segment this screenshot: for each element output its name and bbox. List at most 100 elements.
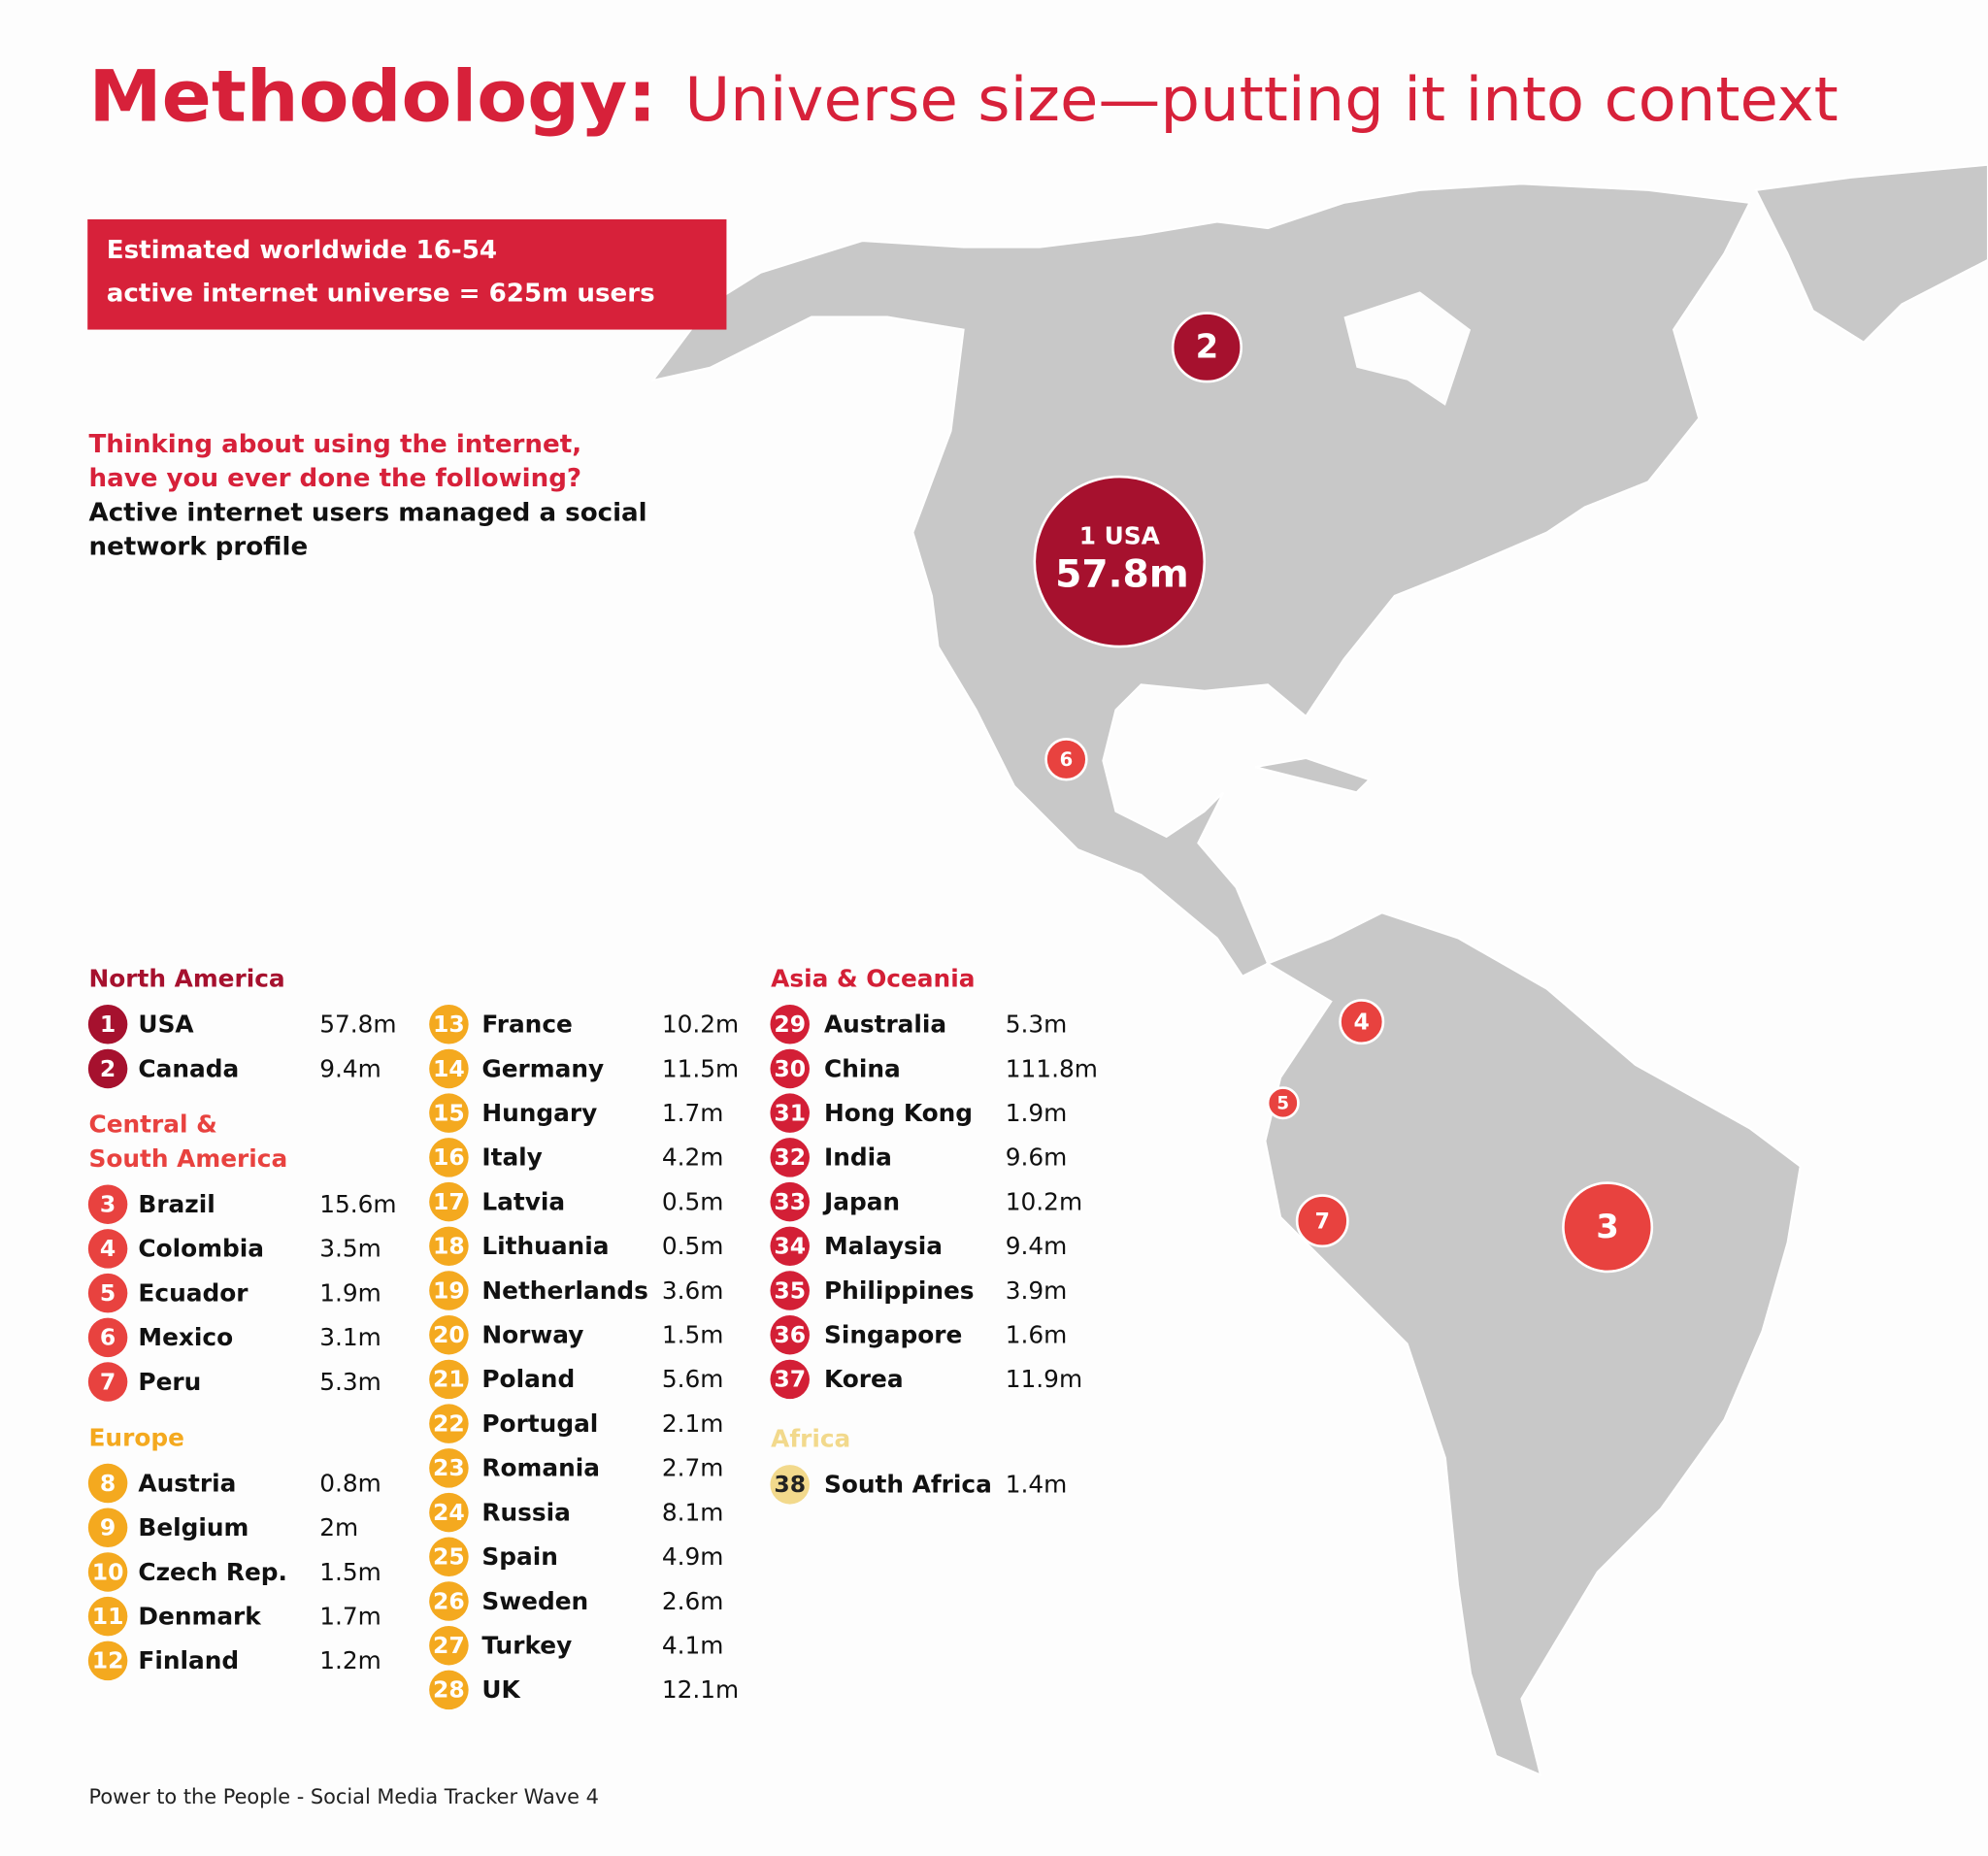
rank-badge (87, 1596, 128, 1637)
title-bold: Methodology: (89, 55, 657, 138)
map-bubble (1044, 738, 1088, 781)
rank-number: 12 (92, 1647, 124, 1674)
rank-badge (429, 1271, 469, 1310)
country-name: Malaysia (824, 1232, 943, 1260)
country-value: 2.1m (662, 1409, 724, 1438)
country-value: 5.3m (319, 1368, 381, 1396)
rank-number: 31 (774, 1099, 806, 1126)
region-header: South America (89, 1144, 288, 1173)
rank-number: 10 (92, 1558, 124, 1585)
rank-badge (770, 1005, 810, 1044)
map-bubble-label: 5 (1276, 1094, 1289, 1114)
country-name: Russia (481, 1498, 571, 1526)
rank-number: 1 (100, 1011, 116, 1038)
rank-badge (87, 1048, 128, 1089)
country-value: 10.2m (1006, 1187, 1082, 1215)
rank-number: 17 (433, 1188, 465, 1215)
country-value: 1.7m (662, 1099, 724, 1127)
rank-badge (429, 1670, 469, 1710)
rank-badge (770, 1465, 810, 1505)
country-name: Portugal (481, 1409, 598, 1438)
country-value: 8.1m (662, 1498, 724, 1526)
rank-badge (87, 1273, 128, 1313)
rank-badge (429, 1404, 469, 1443)
country-value: 15.6m (319, 1190, 396, 1218)
country-name: Australia (824, 1011, 946, 1039)
rank-number: 3 (100, 1191, 116, 1218)
title-rest: Universe size—putting it into context (684, 64, 1838, 135)
question-line: have you ever done the following? (89, 464, 582, 493)
rank-number: 24 (433, 1499, 465, 1526)
universe-box (87, 218, 727, 330)
map-bubble-label: 2 (1196, 328, 1219, 367)
country-name: Poland (481, 1365, 575, 1393)
universe-line: active internet universe = 625m users (107, 279, 655, 308)
country-value: 4.1m (662, 1632, 724, 1660)
rank-badge (429, 1093, 469, 1133)
rank-badge (429, 1181, 469, 1222)
country-value: 11.9m (1006, 1365, 1082, 1393)
rank-badge (770, 1048, 810, 1089)
cuba (1254, 756, 1372, 794)
rank-number: 8 (100, 1470, 116, 1497)
country-name: Mexico (138, 1323, 233, 1351)
country-name: Netherlands (481, 1276, 648, 1305)
country-name: Turkey (481, 1632, 572, 1660)
country-value: 10.2m (662, 1011, 739, 1039)
rank-badge (429, 1537, 469, 1577)
country-name: Hungary (481, 1099, 597, 1127)
rank-badge (87, 1463, 128, 1504)
hudson-bay (1343, 291, 1472, 406)
rank-number: 7 (100, 1368, 116, 1395)
rank-number: 30 (774, 1055, 806, 1082)
map-bubble (1562, 1181, 1654, 1274)
rank-badge (429, 1359, 469, 1400)
country-name: India (824, 1143, 892, 1172)
rank-number: 37 (774, 1366, 806, 1393)
rank-number: 9 (100, 1514, 116, 1541)
map-bubble-label: 3 (1596, 1208, 1619, 1246)
map-bubble (1171, 312, 1242, 383)
country-name: Denmark (138, 1602, 261, 1630)
region-header: Europe (89, 1423, 184, 1451)
country-name: Lithuania (481, 1232, 609, 1260)
country-name: Singapore (824, 1321, 962, 1349)
country-value: 111.8m (1006, 1054, 1098, 1082)
rank-badge (770, 1271, 810, 1310)
map-bubble (1266, 1086, 1300, 1120)
rank-badge (429, 1138, 469, 1177)
rank-number: 4 (100, 1235, 116, 1262)
country-name: UK (481, 1675, 520, 1704)
rank-number: 33 (774, 1188, 806, 1215)
country-value: 2.7m (662, 1454, 724, 1482)
rank-badge (87, 1005, 128, 1044)
country-name: Finland (138, 1646, 239, 1674)
map-bubble-label: 6 (1060, 748, 1074, 771)
country-name: Austria (138, 1469, 236, 1497)
country-value: 9.4m (1006, 1232, 1068, 1260)
bubble-rank: 1 (1079, 522, 1096, 550)
rank-badge (87, 1317, 128, 1358)
country-value: 11.5m (662, 1054, 739, 1082)
map-bubble-label: 4 (1354, 1008, 1370, 1035)
rank-number: 22 (433, 1409, 465, 1437)
country-name: Norway (481, 1321, 583, 1349)
country-value: 1.9m (319, 1278, 381, 1307)
country-value: 57.8m (319, 1011, 396, 1039)
rank-number: 18 (433, 1233, 465, 1260)
country-name: USA (138, 1011, 194, 1039)
country-name: Sweden (481, 1587, 588, 1615)
rank-badge (770, 1138, 810, 1177)
rank-number: 26 (433, 1587, 465, 1614)
country-value: 5.3m (1006, 1011, 1068, 1039)
subtitle-line: network profile (89, 533, 309, 562)
rank-number: 27 (433, 1632, 465, 1659)
rank-number: 2 (100, 1055, 116, 1082)
rank-badge (87, 1229, 128, 1269)
country-value: 1.4m (1006, 1471, 1068, 1499)
country-value: 4.2m (662, 1143, 724, 1172)
rank-number: 5 (100, 1279, 116, 1307)
rank-badge (429, 1625, 469, 1666)
